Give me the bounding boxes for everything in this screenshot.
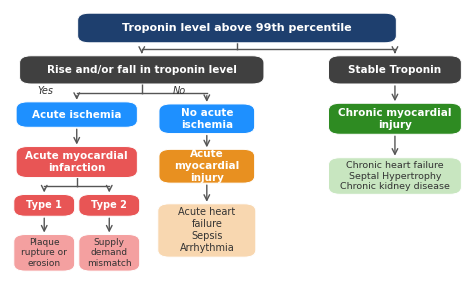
Text: Acute ischemia: Acute ischemia: [32, 109, 121, 120]
FancyBboxPatch shape: [328, 103, 461, 134]
Text: Type 2: Type 2: [91, 200, 127, 210]
Text: Stable Troponin: Stable Troponin: [348, 65, 441, 75]
Text: Acute heart
failure
Sepsis
Arrhythmia: Acute heart failure Sepsis Arrhythmia: [178, 207, 236, 253]
FancyBboxPatch shape: [159, 149, 255, 183]
FancyBboxPatch shape: [158, 204, 256, 257]
FancyBboxPatch shape: [16, 102, 137, 127]
Text: No: No: [173, 86, 185, 96]
FancyBboxPatch shape: [328, 158, 461, 194]
FancyBboxPatch shape: [16, 146, 137, 178]
Text: Yes: Yes: [37, 86, 54, 96]
FancyBboxPatch shape: [328, 56, 461, 84]
FancyBboxPatch shape: [19, 56, 264, 84]
Text: Plaque
rupture or
erosion: Plaque rupture or erosion: [21, 238, 67, 268]
Text: Chronic myocardial
injury: Chronic myocardial injury: [338, 108, 452, 130]
Text: No acute
ischemia: No acute ischemia: [181, 108, 233, 130]
Text: Acute myocardial
infarction: Acute myocardial infarction: [26, 151, 128, 173]
Text: Troponin level above 99th percentile: Troponin level above 99th percentile: [122, 23, 352, 33]
FancyBboxPatch shape: [79, 194, 140, 216]
Text: Type 1: Type 1: [26, 200, 62, 210]
FancyBboxPatch shape: [78, 13, 396, 43]
FancyBboxPatch shape: [14, 194, 74, 216]
Text: Acute
myocardial
injury: Acute myocardial injury: [174, 149, 239, 183]
Text: Supply
demand
mismatch: Supply demand mismatch: [87, 238, 132, 268]
FancyBboxPatch shape: [79, 235, 140, 271]
Text: Chronic heart failure
Septal Hypertrophy
Chronic kidney disease: Chronic heart failure Septal Hypertrophy…: [340, 161, 450, 191]
FancyBboxPatch shape: [14, 235, 74, 271]
FancyBboxPatch shape: [159, 104, 255, 134]
Text: Rise and/or fall in troponin level: Rise and/or fall in troponin level: [47, 65, 237, 75]
